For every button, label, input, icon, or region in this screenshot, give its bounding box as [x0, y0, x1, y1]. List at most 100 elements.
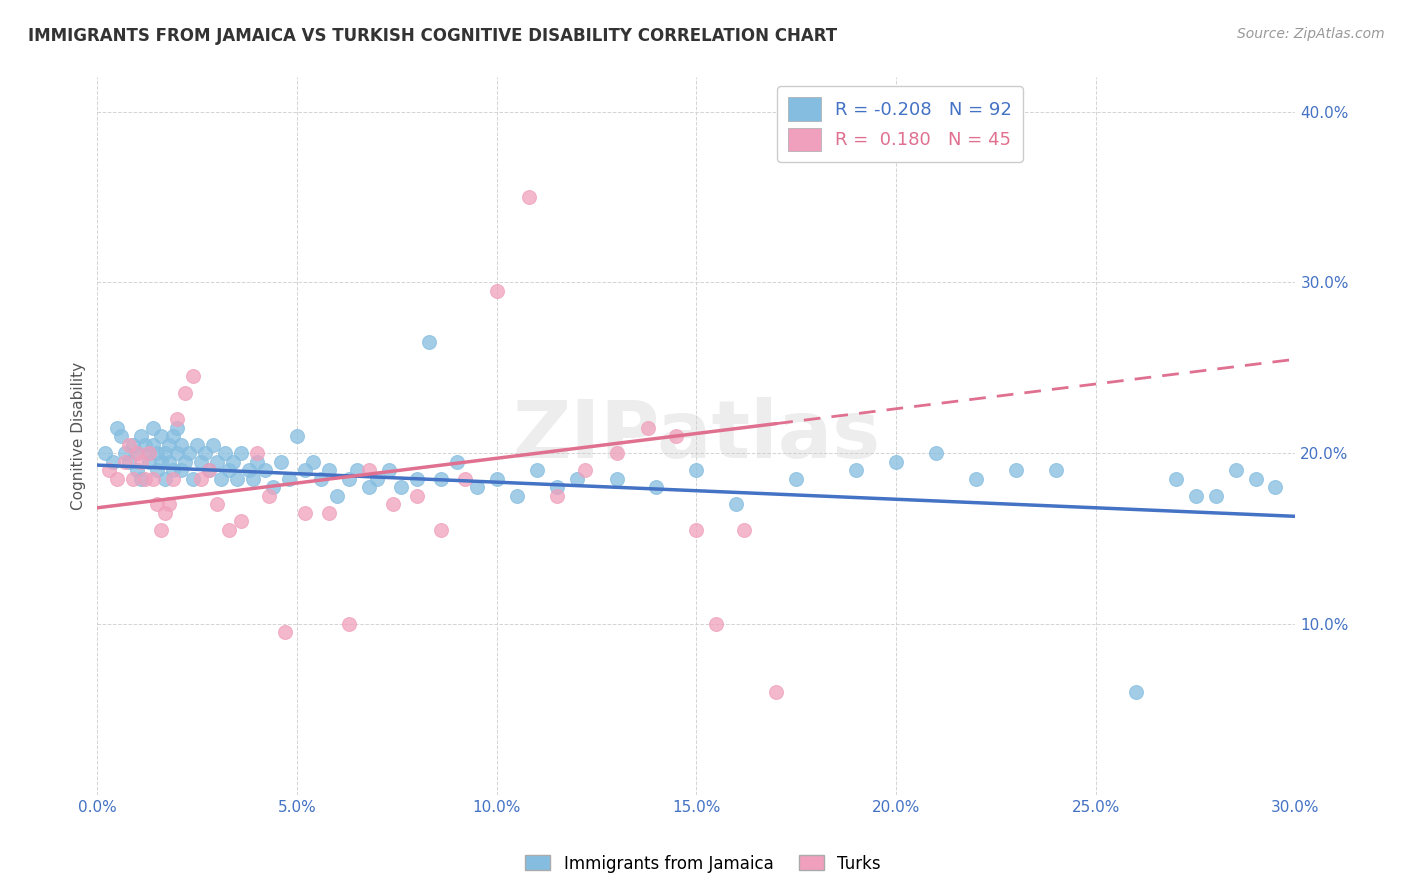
Point	[430, 472, 453, 486]
Point	[105, 420, 128, 434]
Point	[257, 489, 280, 503]
Point	[357, 480, 380, 494]
Point	[127, 446, 149, 460]
Point	[1205, 489, 1227, 503]
Point	[214, 446, 236, 460]
Point	[170, 463, 193, 477]
Point	[150, 429, 173, 443]
Point	[134, 437, 156, 451]
Point	[326, 489, 349, 503]
Point	[546, 480, 568, 494]
Text: ZIPatlas: ZIPatlas	[512, 397, 880, 475]
Point	[98, 463, 121, 477]
Point	[546, 489, 568, 503]
Point	[505, 489, 527, 503]
Point	[118, 455, 141, 469]
Point	[181, 369, 204, 384]
Point	[105, 472, 128, 486]
Point	[337, 472, 360, 486]
Point	[845, 463, 868, 477]
Point	[337, 616, 360, 631]
Point	[142, 437, 165, 451]
Point	[110, 429, 132, 443]
Point	[103, 455, 125, 469]
Point	[179, 446, 201, 460]
Point	[733, 523, 755, 537]
Point	[309, 472, 332, 486]
Point	[706, 616, 728, 631]
Point	[198, 463, 221, 477]
Point	[150, 455, 173, 469]
Point	[190, 455, 212, 469]
Point	[685, 463, 707, 477]
Point	[118, 437, 141, 451]
Point	[725, 497, 748, 511]
Point	[129, 472, 152, 486]
Point	[517, 190, 540, 204]
Point	[765, 685, 787, 699]
Point	[1045, 463, 1067, 477]
Point	[138, 446, 160, 460]
Point	[378, 463, 401, 477]
Point	[202, 437, 225, 451]
Point	[1225, 463, 1247, 477]
Point	[150, 523, 173, 537]
Point	[485, 284, 508, 298]
Point	[242, 472, 264, 486]
Point	[381, 497, 404, 511]
Point	[246, 455, 269, 469]
Point	[965, 472, 987, 486]
Point	[166, 420, 188, 434]
Point	[246, 446, 269, 460]
Point	[302, 455, 325, 469]
Point	[127, 446, 149, 460]
Point	[785, 472, 807, 486]
Point	[485, 472, 508, 486]
Point	[318, 463, 340, 477]
Point	[198, 463, 221, 477]
Point	[155, 446, 177, 460]
Point	[389, 480, 412, 494]
Point	[238, 463, 260, 477]
Point	[122, 437, 145, 451]
Point	[565, 472, 588, 486]
Point	[157, 497, 180, 511]
Point	[346, 463, 368, 477]
Point	[1184, 489, 1206, 503]
Point	[129, 455, 152, 469]
Point	[405, 489, 427, 503]
Point	[418, 335, 440, 350]
Y-axis label: Cognitive Disability: Cognitive Disability	[72, 362, 86, 510]
Point	[157, 437, 180, 451]
Point	[174, 455, 197, 469]
Point	[430, 523, 453, 537]
Point	[142, 420, 165, 434]
Text: IMMIGRANTS FROM JAMAICA VS TURKISH COGNITIVE DISABILITY CORRELATION CHART: IMMIGRANTS FROM JAMAICA VS TURKISH COGNI…	[28, 27, 837, 45]
Point	[129, 429, 152, 443]
Point	[166, 446, 188, 460]
Point	[94, 446, 117, 460]
Point	[606, 446, 628, 460]
Point	[637, 420, 659, 434]
Point	[170, 437, 193, 451]
Point	[155, 506, 177, 520]
Point	[209, 472, 232, 486]
Point	[155, 472, 177, 486]
Point	[1125, 685, 1147, 699]
Point	[162, 463, 184, 477]
Point	[454, 472, 477, 486]
Point	[229, 446, 252, 460]
Legend: R = -0.208   N = 92, R =  0.180   N = 45: R = -0.208 N = 92, R = 0.180 N = 45	[778, 87, 1022, 161]
Point	[465, 480, 488, 494]
Point	[357, 463, 380, 477]
Point	[205, 497, 228, 511]
Point	[1164, 472, 1187, 486]
Point	[142, 472, 165, 486]
Point	[446, 455, 468, 469]
Point	[134, 472, 156, 486]
Point	[114, 446, 136, 460]
Point	[146, 497, 169, 511]
Point	[226, 472, 249, 486]
Point	[186, 437, 208, 451]
Point	[222, 455, 245, 469]
